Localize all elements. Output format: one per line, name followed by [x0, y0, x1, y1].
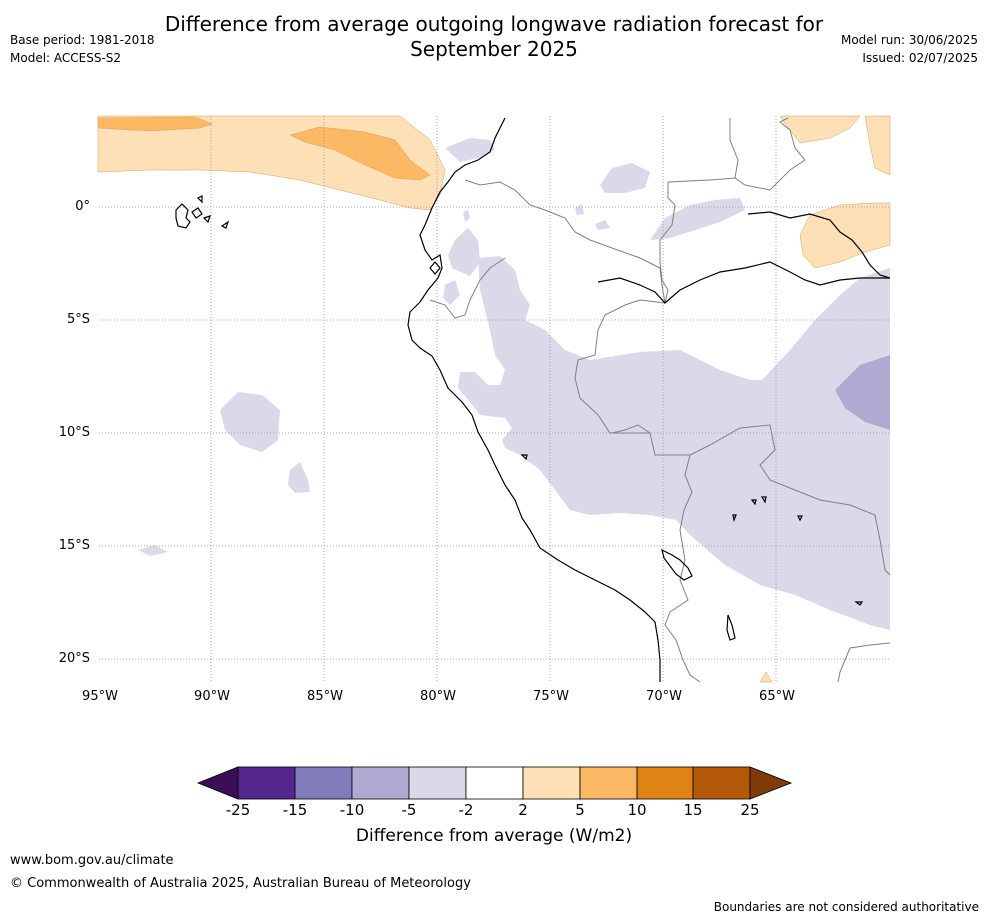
country-borders — [429, 117, 891, 683]
anomaly-medium-purple — [835, 355, 890, 430]
title-line-1: Difference from average outgoing longwav… — [164, 12, 824, 36]
coastlines — [175, 117, 891, 682]
lat-label: 20°S — [58, 651, 90, 666]
colorbar-tick: 2 — [518, 801, 528, 819]
base-period: Base period: 1981-2018 — [10, 33, 155, 47]
footer-url: www.bom.gov.au/climate — [10, 853, 174, 868]
colorbar-bin-5 — [465, 766, 524, 800]
anomaly-light-purple — [138, 138, 890, 630]
title-line-2: September 2025 — [410, 37, 578, 61]
model-run: Model run: 30/06/2025 — [840, 33, 978, 47]
colorbar — [196, 766, 793, 800]
anomaly-orange — [97, 116, 431, 181]
lon-label: 80°W — [420, 689, 456, 704]
lat-label: 5°S — [66, 312, 90, 327]
colorbar-bin-3 — [351, 766, 410, 800]
colorbar-tick: -5 — [401, 801, 417, 819]
lat-label: 15°S — [58, 538, 90, 553]
lon-label: 95°W — [82, 689, 118, 704]
lon-label: 70°W — [646, 689, 682, 704]
colorbar-bin-6 — [522, 766, 581, 800]
colorbar-tick: 5 — [575, 801, 585, 819]
lon-label: 90°W — [194, 689, 230, 704]
map-title: Difference from average outgoing longwav… — [0, 12, 988, 62]
colorbar-bin-9 — [692, 766, 751, 800]
colorbar-title: Difference from average (W/m2) — [355, 826, 633, 846]
lon-label: 75°W — [533, 689, 569, 704]
lat-label: 0° — [75, 199, 90, 214]
colorbar-tick: 25 — [740, 801, 760, 819]
colorbar-extend-high — [749, 766, 793, 800]
colorbar-bin-1 — [237, 766, 296, 800]
issued-date: Issued: 02/07/2025 — [862, 51, 978, 65]
colorbar-tick: -2 — [458, 801, 474, 819]
footer-copyright: © Commonwealth of Australia 2025, Austra… — [10, 876, 471, 891]
colorbar-bin-2 — [294, 766, 353, 800]
lat-label: 10°S — [58, 425, 90, 440]
colorbar-bin-4 — [408, 766, 467, 800]
map-area — [97, 115, 891, 683]
lon-label: 85°W — [307, 689, 343, 704]
colorbar-extend-low — [196, 766, 239, 800]
lon-label: 65°W — [759, 689, 795, 704]
colorbar-tick: -10 — [339, 801, 365, 819]
footer-disclaimer: Boundaries are not considered authoritat… — [713, 900, 979, 914]
meta-left: Base period: 1981-2018 Model: ACCESS-S2 — [10, 31, 155, 67]
colorbar-tick: -25 — [225, 801, 251, 819]
meta-right: Model run: 30/06/2025 Issued: 02/07/2025 — [841, 31, 978, 67]
colorbar-tick: 10 — [627, 801, 647, 819]
model-name: Model: ACCESS-S2 — [10, 51, 122, 65]
colorbar-tick: -15 — [282, 801, 308, 819]
colorbar-bin-7 — [579, 766, 638, 800]
graticule — [99, 116, 890, 682]
colorbar-tick: 15 — [683, 801, 703, 819]
colorbar-bin-8 — [636, 766, 694, 800]
